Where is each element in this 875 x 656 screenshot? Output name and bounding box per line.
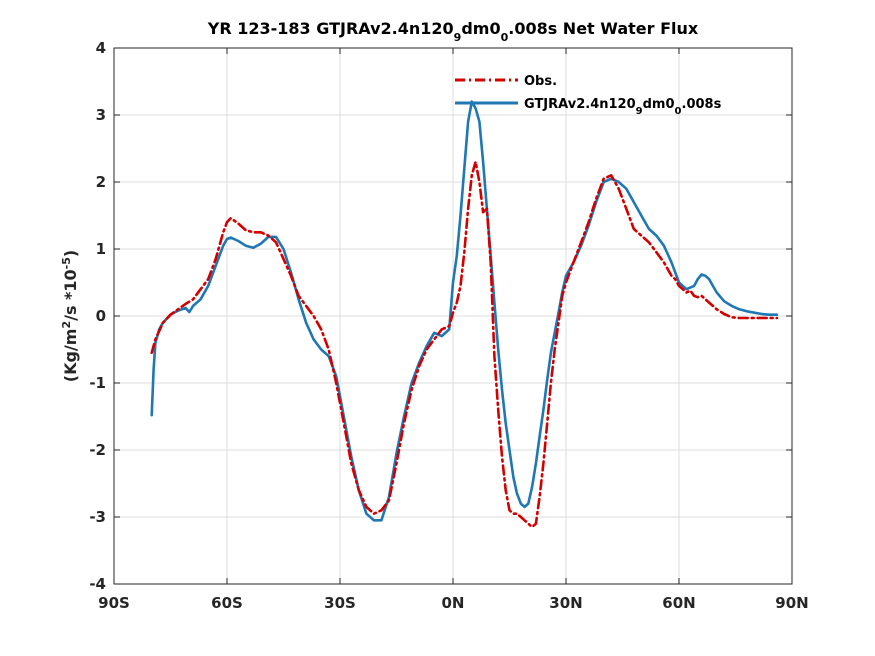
legend-obs-label: Obs. [524, 74, 557, 89]
legend: Obs. GTJRAv2.4n1209dm00.008s [455, 74, 722, 117]
y-tick-label: -1 [89, 374, 106, 392]
x-tick-label: 30S [324, 594, 356, 612]
y-tick-label: 4 [96, 39, 106, 57]
y-tick-label: 3 [96, 106, 106, 124]
obs-series-line [150, 160, 779, 529]
y-tick-label: -3 [89, 508, 106, 526]
y-tick-label: 0 [96, 307, 106, 325]
legend-model-label: GTJRAv2.4n1209dm00.008s [524, 97, 722, 117]
x-tick-label: 0N [442, 594, 465, 612]
y-tick-label: -4 [89, 575, 106, 593]
grid [114, 48, 792, 584]
x-tick-label: 60N [662, 594, 695, 612]
model-series-line [150, 100, 779, 522]
y-axis-label: (Kg/m2/s *10-5) [60, 250, 81, 382]
y-tick-label: -2 [89, 441, 106, 459]
y-tick-label: 2 [96, 173, 106, 191]
chart-title: YR 123-183 GTJRAv2.4n1209dm00.008s Net W… [207, 19, 699, 44]
x-tick-label: 90N [775, 594, 808, 612]
series-lines [150, 100, 779, 529]
x-tick-label: 90S [98, 594, 130, 612]
ticks: 90S 60S 30S 0N 30N 60N 90N -4 -3 -2 -1 0 1 2 3 4 [89, 39, 808, 612]
x-tick-label: 60S [211, 594, 243, 612]
y-tick-label: 1 [96, 240, 106, 258]
x-tick-label: 30N [549, 594, 582, 612]
